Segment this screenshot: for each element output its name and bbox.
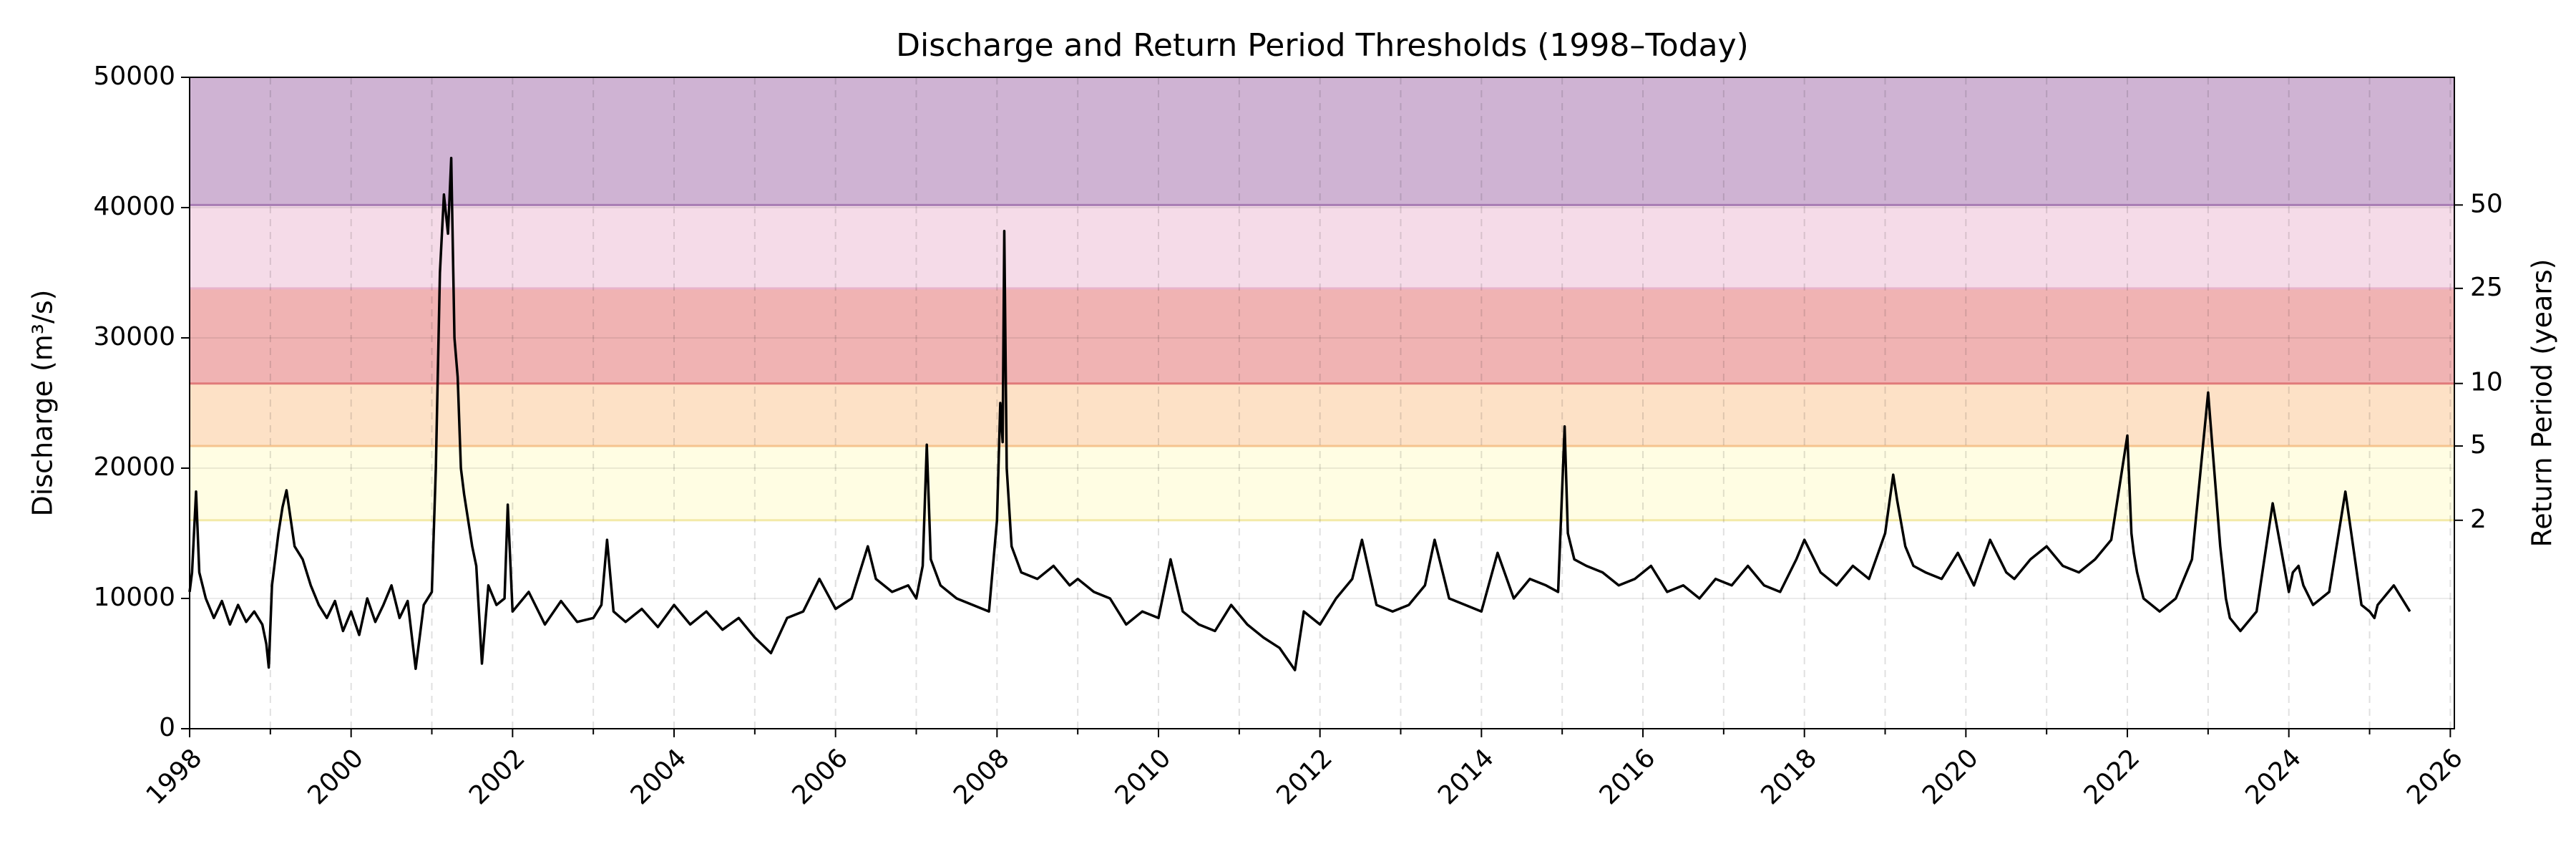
y2-tick-label: 2 (2470, 505, 2487, 534)
discharge-line (188, 157, 2411, 671)
y2-tick-label: 10 (2470, 368, 2503, 397)
threshold-band (190, 446, 2454, 520)
x-tick-label: 2006 (786, 743, 854, 810)
x-tick-label: 2020 (1917, 743, 1984, 810)
y-tick-label: 40000 (93, 192, 175, 221)
y-tick-label: 0 (159, 713, 175, 742)
x-tick-label: 2024 (2240, 743, 2307, 810)
y2-tick-label: 5 (2470, 430, 2487, 460)
x-tick-label: 2012 (1271, 743, 1338, 810)
x-tick-label: 1998 (141, 743, 208, 810)
chart-title: Discharge and Return Period Thresholds (… (896, 27, 1749, 64)
threshold-band (190, 288, 2454, 384)
x-tick-label: 2004 (625, 743, 693, 810)
y2-tick-label: 25 (2470, 273, 2503, 302)
y2-tick-label: 50 (2470, 189, 2503, 218)
y-tick-label: 30000 (93, 322, 175, 351)
plot-frame (189, 77, 2455, 729)
x-tick-label: 2010 (1110, 743, 1177, 810)
y-tick-label: 50000 (93, 62, 175, 91)
x-tick-label: 2014 (1433, 743, 1500, 810)
y-tick-label: 10000 (93, 583, 175, 612)
y-axis-label: Discharge (m³/s) (27, 290, 59, 517)
threshold-band (190, 205, 2454, 288)
threshold-band (190, 383, 2454, 447)
x-tick-label: 2022 (2079, 743, 2146, 810)
y2-axis-label: Return Period (years) (2527, 259, 2558, 548)
x-tick-label: 2008 (948, 743, 1015, 810)
x-tick-label: 2002 (464, 743, 531, 810)
x-tick-label: 2000 (302, 743, 369, 810)
x-tick-label: 2026 (2401, 743, 2469, 810)
y-tick-label: 20000 (93, 452, 175, 482)
x-tick-label: 2016 (1594, 743, 1662, 810)
x-tick-label: 2018 (1755, 743, 1823, 810)
threshold-band (190, 77, 2454, 205)
